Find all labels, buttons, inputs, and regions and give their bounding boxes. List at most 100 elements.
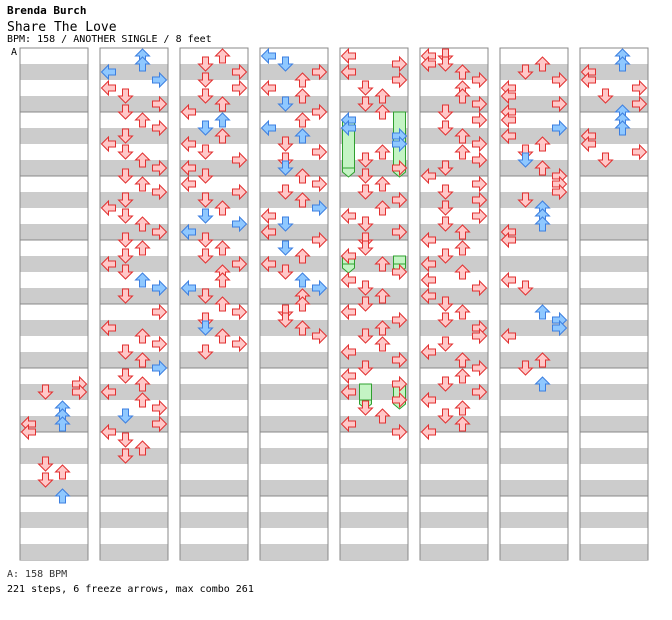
left-arrow-icon bbox=[420, 271, 436, 289]
up-arrow-icon bbox=[454, 400, 471, 416]
left-arrow-icon bbox=[500, 231, 516, 249]
beat-stripe bbox=[420, 544, 488, 560]
left-arrow-icon bbox=[100, 319, 116, 337]
up-arrow-icon bbox=[294, 296, 311, 312]
beat-stripe bbox=[580, 512, 648, 528]
up-arrow-icon bbox=[374, 88, 391, 104]
beat-stripe bbox=[340, 96, 408, 112]
up-arrow-icon bbox=[214, 272, 231, 288]
beat-stripe bbox=[580, 160, 648, 176]
beat-stripe bbox=[580, 192, 648, 208]
down-arrow-icon bbox=[437, 104, 454, 120]
beat-stripe bbox=[420, 416, 488, 432]
down-arrow-icon bbox=[437, 296, 454, 312]
beat-stripe bbox=[20, 384, 88, 400]
beat-stripe bbox=[180, 448, 248, 464]
right-arrow-icon bbox=[552, 95, 568, 113]
beat-stripe bbox=[500, 448, 568, 464]
beat-stripe bbox=[500, 96, 568, 112]
down-arrow-icon bbox=[437, 200, 454, 216]
left-arrow-icon bbox=[340, 247, 356, 265]
chart-summary: 221 steps, 6 freeze arrows, max combo 26… bbox=[7, 584, 254, 595]
beat-stripe bbox=[20, 160, 88, 176]
right-arrow-icon bbox=[152, 399, 168, 417]
beat-stripe bbox=[500, 288, 568, 304]
beat-stripe bbox=[20, 512, 88, 528]
down-arrow-icon bbox=[437, 216, 454, 232]
down-arrow-icon bbox=[197, 344, 214, 360]
right-arrow-icon bbox=[392, 223, 408, 241]
right-arrow-icon bbox=[472, 175, 488, 193]
down-arrow-icon bbox=[197, 288, 214, 304]
right-arrow-icon bbox=[152, 183, 168, 201]
beat-stripe bbox=[500, 480, 568, 496]
right-arrow-icon bbox=[392, 191, 408, 209]
right-arrow-icon bbox=[152, 119, 168, 137]
up-arrow-icon bbox=[134, 112, 151, 128]
right-arrow-icon bbox=[472, 95, 488, 113]
beat-stripe bbox=[420, 224, 488, 240]
bpm-legend: A: 158 BPM bbox=[7, 569, 68, 580]
section-marker: A bbox=[11, 47, 18, 58]
up-arrow-icon bbox=[134, 176, 151, 192]
up-arrow-icon bbox=[454, 224, 471, 240]
down-arrow-icon bbox=[117, 432, 134, 448]
beat-stripe bbox=[420, 192, 488, 208]
up-arrow-icon bbox=[614, 120, 631, 136]
left-arrow-icon bbox=[180, 159, 196, 177]
down-arrow-icon bbox=[197, 56, 214, 72]
left-arrow-icon bbox=[340, 383, 356, 401]
beat-stripe bbox=[580, 480, 648, 496]
beat-stripe bbox=[420, 96, 488, 112]
beat-stripe bbox=[340, 192, 408, 208]
beat-stripe bbox=[420, 128, 488, 144]
beat-stripe bbox=[180, 128, 248, 144]
up-arrow-icon bbox=[374, 256, 391, 272]
down-arrow-icon bbox=[37, 384, 54, 400]
down-arrow-icon bbox=[117, 288, 134, 304]
up-arrow-icon bbox=[534, 376, 551, 392]
beat-stripe bbox=[420, 448, 488, 464]
left-arrow-icon bbox=[260, 47, 276, 65]
down-arrow-icon bbox=[437, 56, 454, 72]
left-arrow-icon bbox=[500, 327, 516, 345]
up-arrow-icon bbox=[454, 368, 471, 384]
beat-stripe bbox=[340, 512, 408, 528]
up-arrow-icon bbox=[294, 112, 311, 128]
left-arrow-icon bbox=[420, 287, 436, 305]
freeze-arrow-tail bbox=[342, 263, 355, 274]
right-arrow-icon bbox=[232, 151, 248, 169]
beat-stripe bbox=[500, 384, 568, 400]
up-arrow-icon bbox=[134, 376, 151, 392]
beat-stripe bbox=[180, 544, 248, 560]
right-arrow-icon bbox=[232, 303, 248, 321]
beat-stripe bbox=[260, 544, 328, 560]
beat-stripe bbox=[180, 288, 248, 304]
right-arrow-icon bbox=[232, 63, 248, 81]
down-arrow-icon bbox=[197, 208, 214, 224]
beat-stripe bbox=[20, 128, 88, 144]
down-arrow-icon bbox=[357, 328, 374, 344]
right-arrow-icon bbox=[232, 255, 248, 273]
down-arrow-icon bbox=[277, 216, 294, 232]
up-arrow-icon bbox=[134, 152, 151, 168]
down-arrow-icon bbox=[437, 120, 454, 136]
beat-stripe bbox=[20, 416, 88, 432]
left-arrow-icon bbox=[500, 111, 516, 129]
beat-stripe bbox=[580, 384, 648, 400]
beat-stripe bbox=[180, 96, 248, 112]
up-arrow-icon bbox=[374, 144, 391, 160]
down-arrow-icon bbox=[277, 312, 294, 328]
beat-stripe bbox=[180, 64, 248, 80]
left-arrow-icon bbox=[20, 423, 36, 441]
beat-stripe bbox=[500, 512, 568, 528]
beat-stripe bbox=[420, 512, 488, 528]
right-arrow-icon bbox=[632, 143, 648, 161]
beat-stripe bbox=[100, 256, 168, 272]
up-arrow-icon bbox=[214, 48, 231, 64]
down-arrow-icon bbox=[437, 408, 454, 424]
down-arrow-icon bbox=[117, 144, 134, 160]
right-arrow-icon bbox=[232, 183, 248, 201]
beat-stripe bbox=[20, 480, 88, 496]
